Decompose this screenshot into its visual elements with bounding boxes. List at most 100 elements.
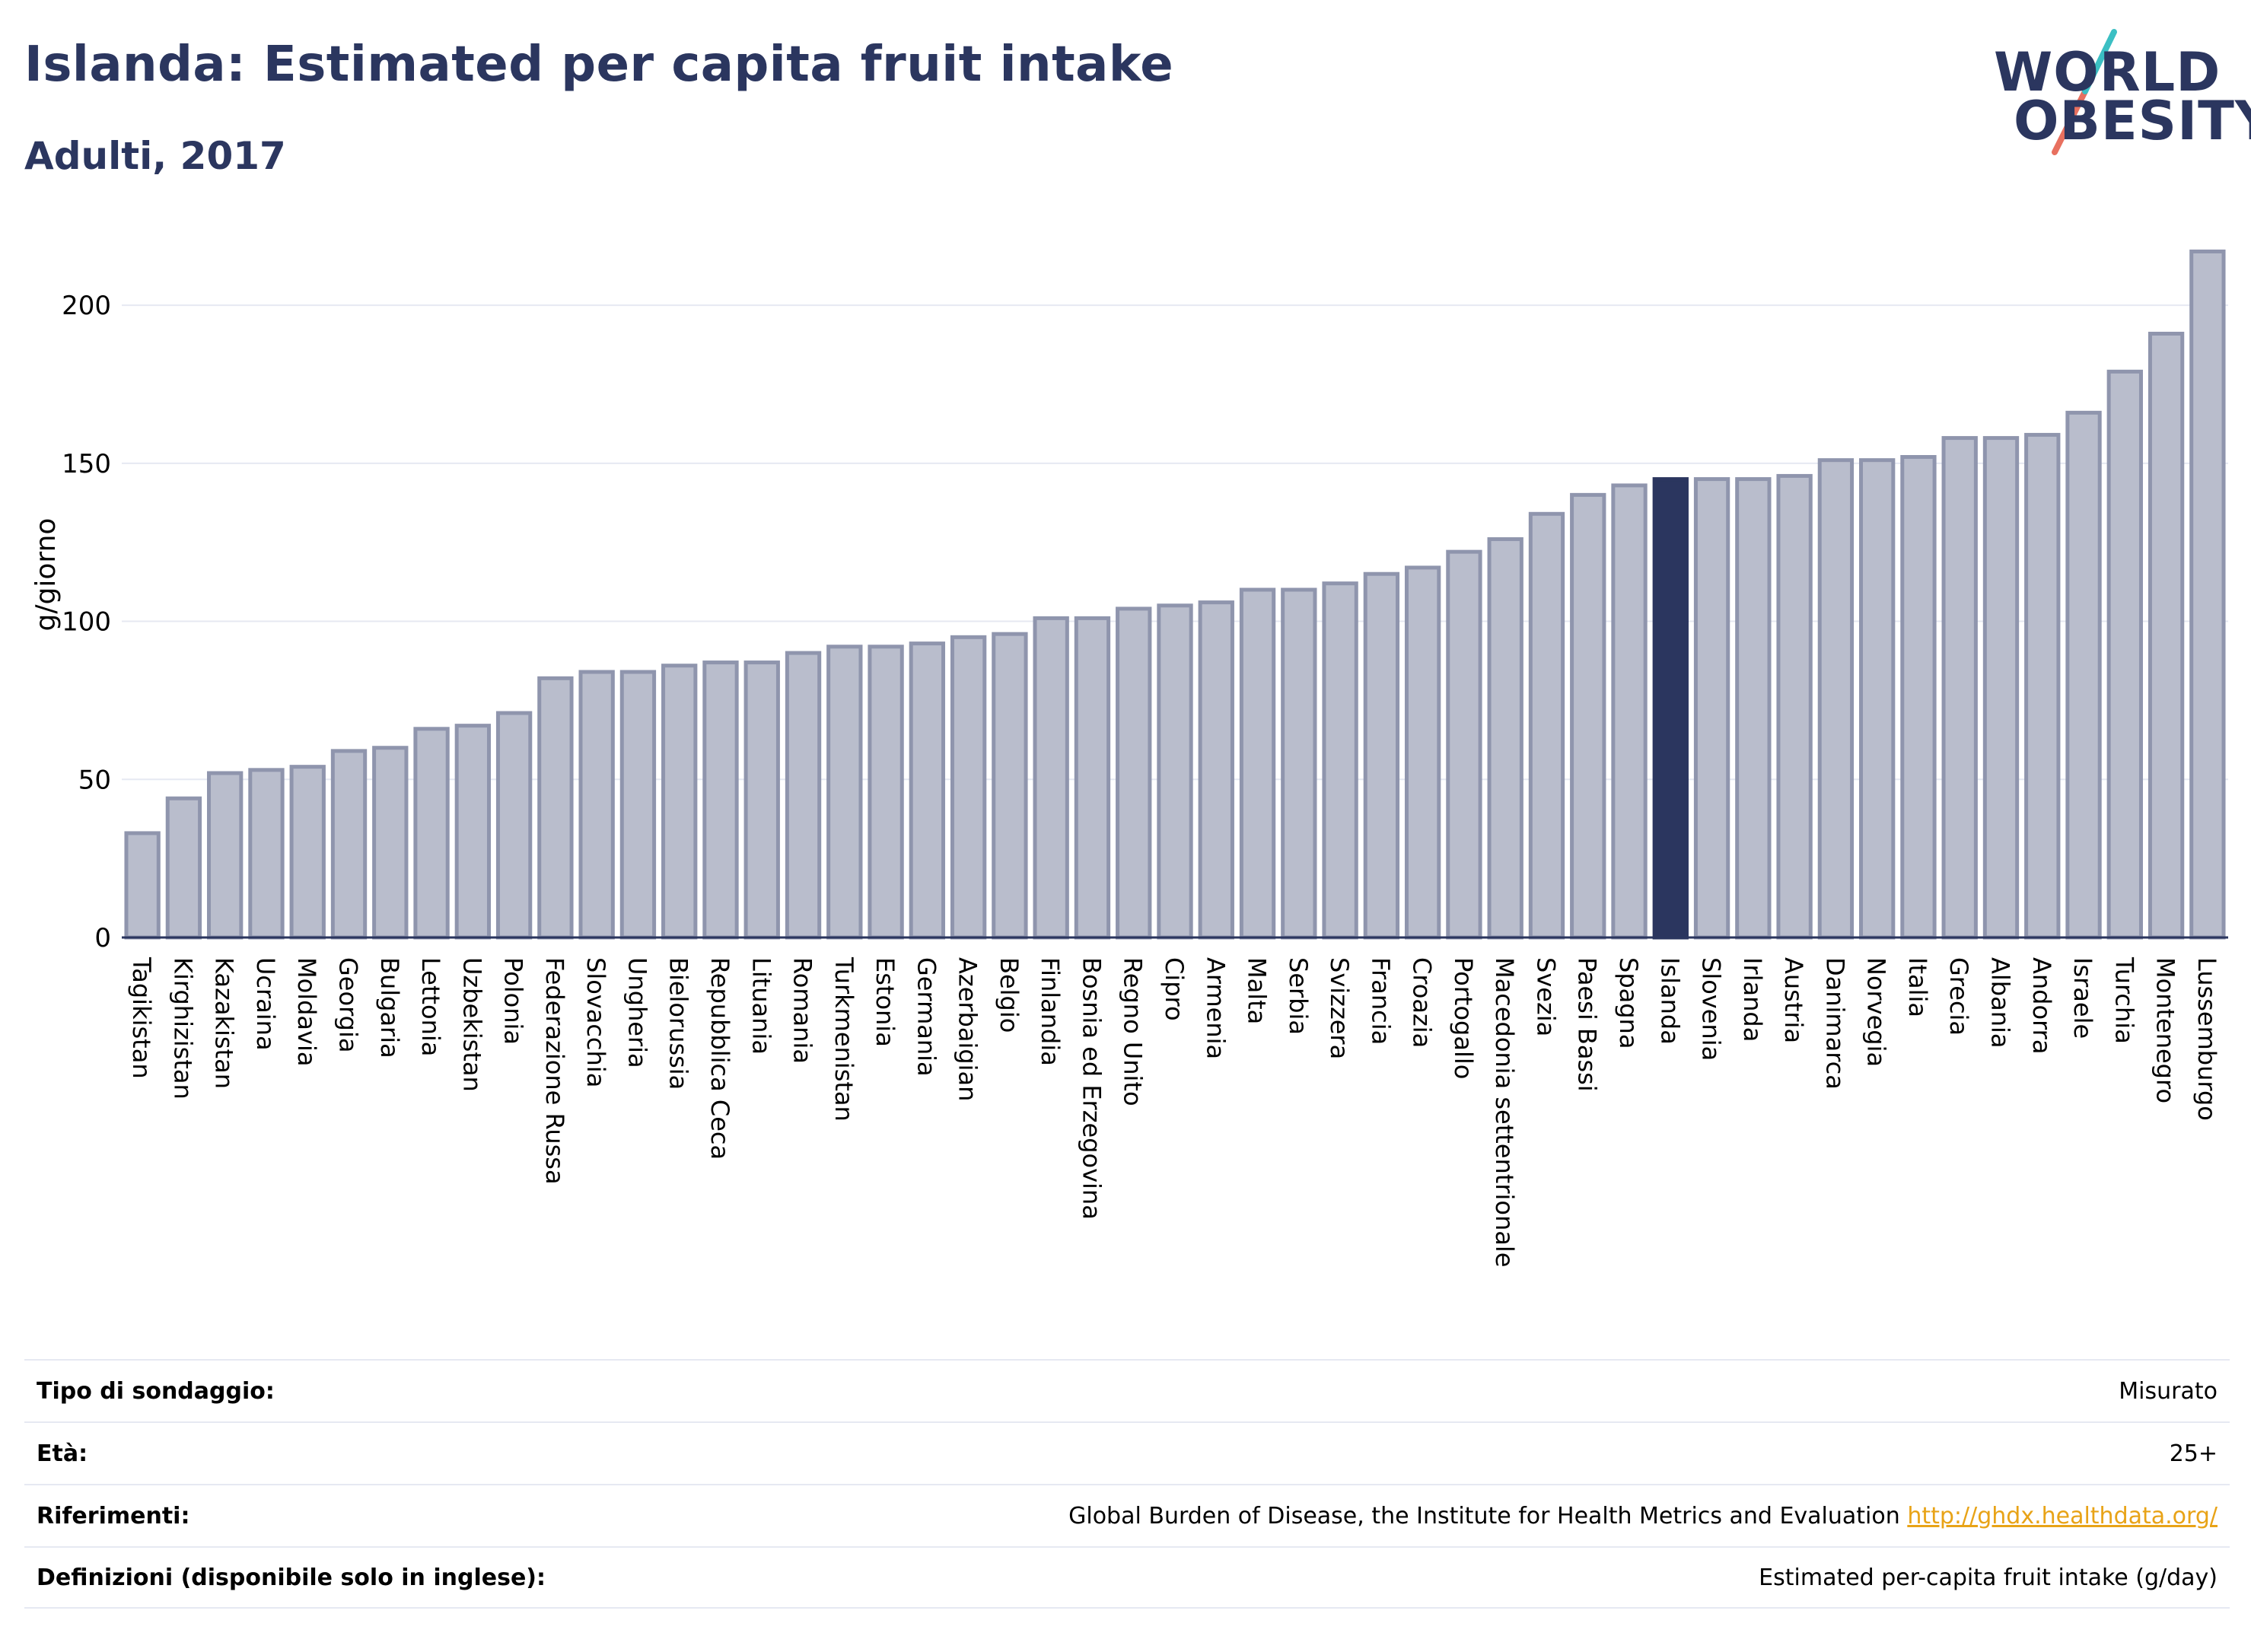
- bar-austria[interactable]: [1776, 473, 1813, 940]
- bar-ungheria[interactable]: [619, 670, 657, 940]
- bar-andorra[interactable]: [2024, 432, 2061, 940]
- bar-francia[interactable]: [1363, 571, 1400, 940]
- bar-estonia[interactable]: [868, 645, 904, 940]
- x-tick-label: Paesi Bassi: [1573, 957, 1602, 1092]
- meta-row-references: Riferimenti: Global Burden of Disease, t…: [24, 1484, 2230, 1546]
- bar-germania[interactable]: [909, 641, 946, 940]
- axes: 0 50 100 150 200 Tagikistan Kirghizistan Kazaki…: [62, 291, 2228, 1267]
- bar-belgio[interactable]: [992, 632, 1028, 940]
- x-tick-label: Kazakistan: [210, 957, 239, 1089]
- bar-federazione-russa[interactable]: [537, 676, 574, 940]
- metadata-table: Tipo di sondaggio: Misurato Età: 25+ Rif…: [24, 1359, 2230, 1609]
- bar-bosnia-ed-erzegovina[interactable]: [1074, 616, 1111, 940]
- bar-spagna[interactable]: [1611, 483, 1648, 940]
- x-tick-label: Finlandia: [1036, 957, 1065, 1066]
- meta-label: Definizioni (disponibile solo in inglese…: [37, 1564, 546, 1591]
- x-tick-label: Georgia: [334, 957, 363, 1052]
- x-tick-label: Portogallo: [1449, 957, 1478, 1079]
- bar-paesi-bassi[interactable]: [1570, 492, 1606, 940]
- x-tick-label: Lituania: [747, 957, 775, 1055]
- x-tick-label: Macedonia settentrionale: [1490, 957, 1519, 1267]
- x-tick-label: Austria: [1779, 957, 1808, 1043]
- bar-danimarca[interactable]: [1817, 458, 1855, 940]
- logo-line2: OBESITY: [2014, 90, 2251, 152]
- bar-finlandia[interactable]: [1033, 616, 1069, 940]
- y-tick-label: 50: [78, 765, 111, 795]
- bar-azerbaigian[interactable]: [950, 635, 987, 940]
- x-tick-label: Turkmenistan: [829, 957, 858, 1122]
- bar-lituania[interactable]: [743, 660, 780, 940]
- reference-link[interactable]: http://ghdx.healthdata.org/: [1907, 1502, 2218, 1529]
- x-tick-label: Lussemburgo: [2192, 957, 2221, 1121]
- x-tick-label: Andorra: [2027, 957, 2056, 1054]
- x-tick-label: Irlanda: [1738, 957, 1767, 1042]
- bar-polonia[interactable]: [495, 711, 533, 940]
- bar-grecia[interactable]: [1941, 436, 1978, 940]
- bar-moldavia[interactable]: [289, 765, 326, 940]
- world-obesity-logo[interactable]: WORLD OBESITY: [1979, 23, 2251, 160]
- x-tick-label: Montenegro: [2151, 957, 2180, 1103]
- x-tick-label: Ungheria: [622, 957, 651, 1068]
- bar-norvegia[interactable]: [1858, 458, 1896, 940]
- x-tick-label: Bielorussia: [664, 957, 693, 1090]
- bar-islanda[interactable]: [1652, 477, 1689, 940]
- x-tick-label: Svezia: [1531, 957, 1560, 1036]
- bar-chart: 0 50 100 150 200 Tagikistan Kirghizistan Kazaki…: [30, 249, 2228, 1267]
- bar-ucraina[interactable]: [248, 768, 285, 940]
- y-axis-label: g/giorno: [30, 518, 62, 632]
- bar-repubblica-ceca[interactable]: [702, 660, 739, 940]
- bar-serbia[interactable]: [1281, 587, 1317, 940]
- bar-lettonia[interactable]: [413, 727, 450, 940]
- x-tick-label: Bosnia ed Erzegovina: [1077, 957, 1106, 1220]
- meta-value: Misurato: [2119, 1377, 2218, 1405]
- bar-uzbekistan[interactable]: [454, 724, 492, 940]
- x-tick-label: Repubblica Ceca: [705, 957, 734, 1160]
- bar-italia[interactable]: [1900, 455, 1937, 940]
- bar-slovacchia[interactable]: [578, 670, 615, 940]
- bar-svizzera[interactable]: [1322, 581, 1358, 940]
- bar-irlanda[interactable]: [1735, 477, 1772, 940]
- bar-turkmenistan[interactable]: [826, 645, 863, 940]
- x-tick-label: Norvegia: [1862, 957, 1891, 1067]
- bar-kirghizistan[interactable]: [165, 796, 202, 940]
- x-tick-label: Grecia: [1944, 957, 1973, 1036]
- y-tick-label: 100: [62, 607, 111, 638]
- bars: [124, 249, 2226, 940]
- bar-israele[interactable]: [2065, 410, 2102, 940]
- bar-bielorussia[interactable]: [661, 664, 698, 940]
- bar-slovenia[interactable]: [1693, 477, 1730, 940]
- meta-label: Riferimenti:: [37, 1502, 190, 1529]
- x-tick-label: Croazia: [1408, 957, 1437, 1048]
- bar-portogallo[interactable]: [1446, 549, 1482, 940]
- bar-armenia[interactable]: [1198, 600, 1234, 940]
- x-tick-label: Svizzera: [1325, 957, 1354, 1059]
- bar-romania[interactable]: [785, 651, 822, 940]
- bar-lussemburgo[interactable]: [2189, 249, 2226, 940]
- bar-georgia[interactable]: [330, 749, 368, 940]
- meta-row-age: Età: 25+: [24, 1421, 2230, 1484]
- x-tick-label: Israele: [2068, 957, 2097, 1039]
- bar-croazia[interactable]: [1404, 565, 1441, 940]
- x-tick-label: Federazione Russa: [540, 957, 569, 1185]
- bar-albania[interactable]: [1982, 436, 2020, 940]
- x-tick-label: Cipro: [1160, 957, 1189, 1021]
- bar-tagikistan[interactable]: [124, 831, 161, 940]
- x-tick-label: Ucraina: [251, 957, 280, 1051]
- x-tick-label: Malta: [1243, 957, 1272, 1024]
- x-tick-label: Romania: [788, 957, 817, 1064]
- bar-bulgaria[interactable]: [372, 746, 409, 940]
- x-tick-label: Belgio: [995, 957, 1024, 1033]
- bar-regno-unito[interactable]: [1116, 606, 1152, 940]
- x-tick-label: Danimarca: [1820, 957, 1849, 1090]
- x-tick-label: Azerbaigian: [954, 957, 982, 1101]
- logo-line1: WORLD: [1994, 41, 2221, 103]
- bar-turchia[interactable]: [2106, 369, 2143, 940]
- bar-malta[interactable]: [1239, 587, 1276, 940]
- x-tick-label: Polonia: [499, 957, 528, 1045]
- bar-montenegro[interactable]: [2148, 331, 2185, 940]
- x-tick-label: Tagikistan: [127, 957, 156, 1079]
- bar-macedonia-settentrionale[interactable]: [1487, 537, 1523, 940]
- bar-svezia[interactable]: [1528, 511, 1565, 940]
- bar-cipro[interactable]: [1157, 603, 1193, 940]
- bar-kazakistan[interactable]: [207, 771, 244, 940]
